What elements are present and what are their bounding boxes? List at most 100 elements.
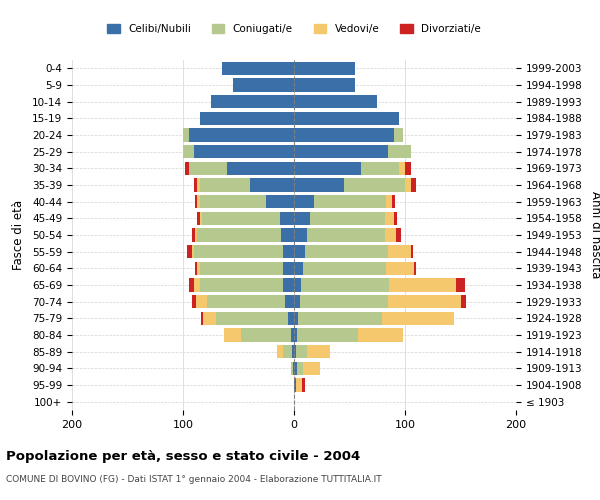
Bar	[200, 212, 202, 225]
Bar	[188, 162, 227, 175]
Bar	[285, 295, 294, 308]
Bar	[410, 245, 413, 258]
Bar	[290, 362, 293, 375]
Bar	[307, 345, 329, 358]
Bar	[194, 145, 294, 158]
Bar	[294, 178, 344, 192]
Bar	[283, 245, 294, 258]
Bar	[294, 78, 355, 92]
Bar	[389, 278, 456, 291]
Bar	[233, 78, 294, 92]
Bar	[192, 295, 196, 308]
Bar	[192, 228, 195, 241]
Bar	[200, 195, 266, 208]
Bar	[208, 295, 285, 308]
Bar	[200, 278, 283, 291]
Bar	[294, 212, 310, 225]
Bar	[294, 245, 305, 258]
Bar	[183, 128, 188, 141]
Bar	[303, 262, 386, 275]
Bar	[227, 162, 294, 175]
Bar	[310, 212, 385, 225]
Bar	[296, 378, 302, 392]
Bar	[299, 295, 388, 308]
Bar	[200, 262, 283, 275]
Bar	[294, 228, 307, 241]
Bar	[194, 245, 283, 258]
Bar	[187, 245, 192, 258]
Bar	[222, 62, 294, 75]
Bar	[200, 178, 250, 192]
Bar	[410, 178, 416, 192]
Bar	[294, 128, 394, 141]
Bar	[298, 312, 382, 325]
Bar	[388, 245, 410, 258]
Bar	[203, 312, 217, 325]
Bar	[294, 145, 388, 158]
Bar	[294, 378, 296, 392]
Bar	[195, 195, 197, 208]
Bar	[294, 95, 377, 108]
Bar	[303, 362, 320, 375]
Bar	[305, 245, 388, 258]
Text: COMUNE DI BOVINO (FG) - Dati ISTAT 1° gennaio 2004 - Elaborazione TUTTITALIA.IT: COMUNE DI BOVINO (FG) - Dati ISTAT 1° ge…	[6, 475, 382, 484]
Bar	[197, 212, 200, 225]
Bar	[294, 312, 298, 325]
Bar	[294, 278, 301, 291]
Bar	[196, 295, 208, 308]
Bar	[294, 345, 296, 358]
Bar	[197, 262, 200, 275]
Bar	[456, 278, 465, 291]
Bar	[201, 312, 203, 325]
Y-axis label: Fasce di età: Fasce di età	[12, 200, 25, 270]
Bar	[241, 328, 290, 342]
Bar	[294, 362, 298, 375]
Bar	[283, 262, 294, 275]
Bar	[294, 295, 299, 308]
Bar	[195, 262, 197, 275]
Bar	[405, 178, 410, 192]
Bar	[185, 162, 188, 175]
Bar	[197, 228, 281, 241]
Bar	[197, 178, 200, 192]
Bar	[396, 228, 401, 241]
Bar	[296, 345, 307, 358]
Bar	[388, 295, 461, 308]
Bar	[266, 195, 294, 208]
Bar	[461, 295, 466, 308]
Bar	[314, 195, 386, 208]
Bar	[294, 112, 400, 125]
Legend: Celibi/Nubili, Coniugati/e, Vedovi/e, Divorziati/e: Celibi/Nubili, Coniugati/e, Vedovi/e, Di…	[103, 20, 485, 38]
Bar	[188, 278, 194, 291]
Bar	[280, 212, 294, 225]
Bar	[386, 262, 414, 275]
Bar	[294, 62, 355, 75]
Bar	[292, 345, 294, 358]
Bar	[293, 362, 294, 375]
Bar	[290, 328, 294, 342]
Bar	[385, 228, 396, 241]
Bar	[302, 378, 305, 392]
Bar	[307, 228, 385, 241]
Bar	[385, 212, 394, 225]
Bar	[392, 195, 395, 208]
Bar	[394, 128, 403, 141]
Bar	[294, 195, 314, 208]
Bar	[382, 312, 454, 325]
Bar	[195, 228, 197, 241]
Bar	[224, 328, 241, 342]
Bar	[386, 195, 392, 208]
Bar	[183, 145, 194, 158]
Bar	[192, 245, 194, 258]
Bar	[289, 312, 294, 325]
Bar	[298, 362, 303, 375]
Bar	[294, 162, 361, 175]
Bar	[211, 95, 294, 108]
Bar	[405, 162, 410, 175]
Bar	[294, 262, 303, 275]
Bar	[361, 162, 400, 175]
Text: Popolazione per età, sesso e stato civile - 2004: Popolazione per età, sesso e stato civil…	[6, 450, 360, 463]
Bar	[400, 162, 405, 175]
Bar	[294, 328, 298, 342]
Bar	[283, 345, 292, 358]
